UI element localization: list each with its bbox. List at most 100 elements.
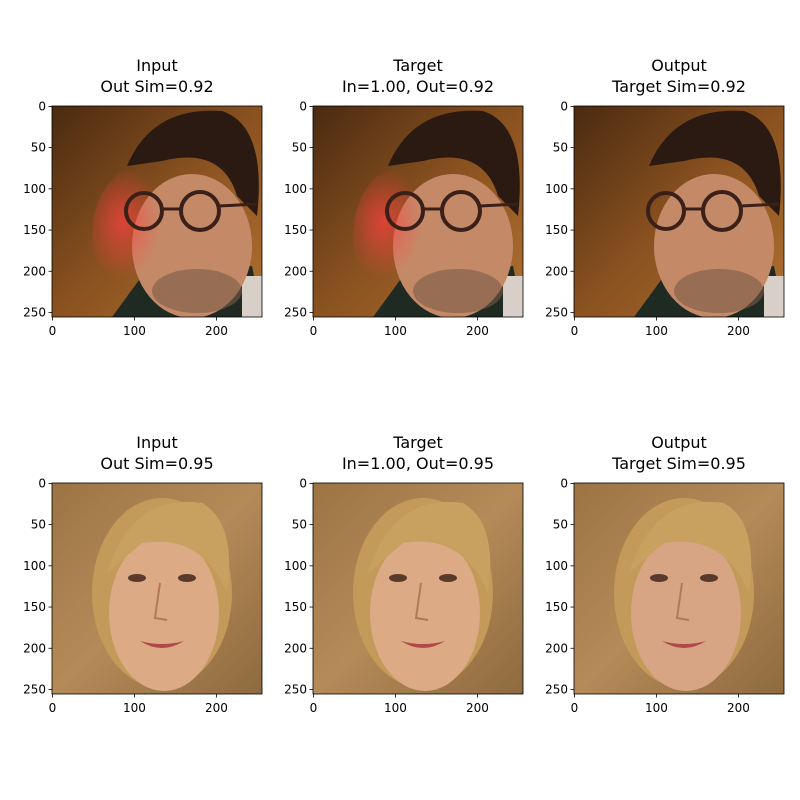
y-tick-label: 0 bbox=[299, 476, 307, 490]
y-tick-label: 150 bbox=[284, 223, 307, 237]
panel-title: Input bbox=[136, 56, 177, 75]
y-tick-label: 200 bbox=[284, 264, 307, 278]
x-tick-label: 0 bbox=[571, 701, 579, 715]
y-tick-label: 100 bbox=[284, 559, 307, 573]
x-tick-label: 100 bbox=[645, 324, 668, 338]
eye bbox=[128, 574, 146, 582]
y-tick-label: 50 bbox=[31, 518, 46, 532]
y-tick-label: 100 bbox=[545, 559, 568, 573]
x-tick-label: 200 bbox=[727, 701, 750, 715]
y-tick-label: 100 bbox=[284, 182, 307, 196]
image bbox=[313, 106, 523, 317]
y-tick-label: 150 bbox=[545, 600, 568, 614]
panel-subtitle: In=1.00, Out=0.95 bbox=[342, 454, 494, 473]
y-tick-label: 100 bbox=[23, 182, 46, 196]
collar bbox=[764, 276, 784, 317]
light-glow bbox=[353, 166, 453, 306]
glasses-arm bbox=[479, 202, 519, 208]
panel-subtitle: In=1.00, Out=0.92 bbox=[342, 77, 494, 96]
axes-frame bbox=[51, 482, 263, 695]
y-tick-label: 0 bbox=[38, 99, 46, 113]
axes-frame bbox=[51, 105, 263, 318]
eye bbox=[178, 574, 196, 582]
eye bbox=[389, 574, 407, 582]
fringe bbox=[107, 501, 230, 593]
face bbox=[370, 535, 480, 691]
mouth bbox=[140, 641, 184, 648]
axes-frame bbox=[312, 482, 524, 695]
fringe bbox=[629, 501, 752, 593]
panel-subtitle: Out Sim=0.95 bbox=[100, 454, 213, 473]
panel-title: Input bbox=[136, 433, 177, 452]
glasses-lens bbox=[124, 191, 164, 231]
panel-subtitle: Out Sim=0.92 bbox=[100, 77, 213, 96]
nose bbox=[153, 582, 168, 621]
panel-subtitle: Target Sim=0.95 bbox=[611, 454, 746, 473]
beard bbox=[674, 269, 764, 313]
hair bbox=[127, 110, 259, 216]
y-tick-label: 100 bbox=[23, 559, 46, 573]
eye bbox=[700, 574, 718, 582]
x-tick-label: 0 bbox=[49, 701, 57, 715]
panel-title: Output bbox=[651, 56, 707, 75]
y-tick-label: 150 bbox=[545, 223, 568, 237]
x-tick-label: 100 bbox=[384, 324, 407, 338]
collar bbox=[503, 276, 523, 317]
collar bbox=[242, 276, 262, 317]
y-tick-label: 0 bbox=[299, 99, 307, 113]
y-tick-label: 200 bbox=[284, 641, 307, 655]
x-tick-label: 200 bbox=[727, 324, 750, 338]
light-glow bbox=[92, 166, 192, 306]
mouth bbox=[662, 641, 706, 648]
y-tick-label: 250 bbox=[23, 682, 46, 696]
nose bbox=[414, 582, 429, 621]
y-tick-label: 100 bbox=[545, 182, 568, 196]
y-tick-label: 50 bbox=[292, 518, 307, 532]
x-tick-label: 0 bbox=[571, 324, 579, 338]
y-tick-label: 0 bbox=[38, 476, 46, 490]
image bbox=[313, 483, 523, 694]
panel-title: Target bbox=[392, 56, 443, 75]
x-tick-label: 0 bbox=[49, 324, 57, 338]
y-tick-label: 50 bbox=[31, 141, 46, 155]
y-tick-label: 0 bbox=[560, 476, 568, 490]
glasses-lens bbox=[179, 190, 221, 232]
y-tick-label: 250 bbox=[284, 682, 307, 696]
mouth bbox=[401, 641, 445, 648]
axes-frame bbox=[573, 482, 785, 695]
glasses-lens bbox=[440, 190, 482, 232]
panel-title: Target bbox=[392, 433, 443, 452]
image bbox=[52, 483, 262, 694]
glasses-arm bbox=[740, 202, 780, 208]
y-tick-label: 150 bbox=[23, 600, 46, 614]
y-tick-label: 50 bbox=[292, 141, 307, 155]
y-tick-label: 200 bbox=[545, 641, 568, 655]
glasses-lens bbox=[385, 191, 425, 231]
x-tick-label: 200 bbox=[205, 324, 228, 338]
x-tick-label: 200 bbox=[466, 324, 489, 338]
y-tick-label: 150 bbox=[284, 600, 307, 614]
y-tick-label: 150 bbox=[23, 223, 46, 237]
y-tick-label: 250 bbox=[545, 305, 568, 319]
panel-title: Output bbox=[651, 433, 707, 452]
face bbox=[631, 535, 741, 691]
image bbox=[574, 483, 784, 694]
axes-frame bbox=[573, 105, 785, 318]
glasses-arm bbox=[218, 202, 258, 208]
panel-subtitle: Target Sim=0.92 bbox=[611, 77, 746, 96]
x-tick-label: 100 bbox=[123, 324, 146, 338]
glasses-lens bbox=[646, 191, 686, 231]
y-tick-label: 250 bbox=[284, 305, 307, 319]
y-tick-label: 250 bbox=[545, 682, 568, 696]
y-tick-label: 250 bbox=[23, 305, 46, 319]
image bbox=[52, 106, 262, 317]
y-tick-label: 50 bbox=[553, 518, 568, 532]
eye bbox=[650, 574, 668, 582]
x-tick-label: 200 bbox=[466, 701, 489, 715]
y-tick-label: 200 bbox=[23, 264, 46, 278]
x-tick-label: 100 bbox=[384, 701, 407, 715]
nose bbox=[675, 582, 690, 621]
glasses-lens bbox=[701, 190, 743, 232]
axes-frame bbox=[312, 105, 524, 318]
